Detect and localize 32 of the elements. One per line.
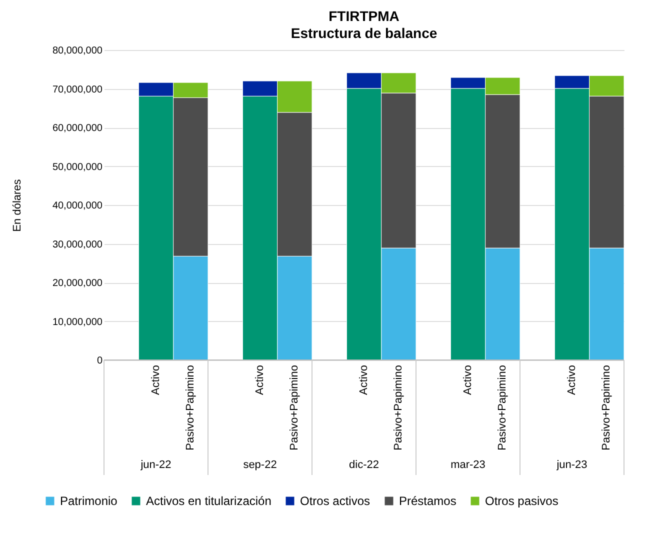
text: dic-22: [349, 459, 379, 471]
y-tick-label: 20,000,000: [52, 278, 103, 289]
text: jun-22: [140, 459, 172, 471]
y-tick-label: 50,000,000: [52, 162, 103, 173]
y-axis-title: En dólares: [11, 178, 24, 232]
x-tick-label: Pasivo+Papimino: [600, 365, 613, 450]
x-tick-label: Pasivo+Papimino: [496, 365, 509, 450]
x-tick-label: Pasivo+Papimino: [184, 365, 197, 450]
y-tick-label: 10,000,000: [52, 316, 103, 328]
y-tick-label: 40,000,000: [52, 200, 103, 212]
x-tick-label: Activo: [358, 365, 370, 395]
y-tick-label: 0: [96, 356, 103, 366]
x-tick-label: Activo: [150, 365, 162, 395]
y-tick-label: 30,000,000: [52, 239, 103, 250]
legend-label: Préstamos: [399, 494, 456, 508]
x-tick-label: Pasivo+Papimino: [288, 365, 301, 450]
y-tick-label: 60,000,000: [52, 123, 103, 134]
legend-label: Otros pasivos: [485, 494, 558, 508]
chart-title: FTIRTPMA: [328, 8, 400, 24]
text: jun-23: [556, 459, 588, 471]
text: sep-22: [243, 459, 277, 471]
legend-label: Otros activos: [300, 494, 370, 508]
x-tick-label: Activo: [462, 365, 474, 395]
x-tick-label: Activo: [566, 365, 578, 395]
y-tick-label: 80,000,000: [52, 46, 103, 56]
chart-subtitle: Estructura de balance: [290, 25, 438, 41]
x-tick-label: Pasivo+Papimino: [392, 365, 405, 450]
legend-label: Activos en titularización: [146, 494, 272, 508]
text: mar-23: [450, 459, 486, 471]
y-tick-label: 70,000,000: [52, 84, 103, 96]
x-tick-label: Activo: [254, 365, 266, 395]
legend-label: Patrimonio: [60, 494, 118, 508]
